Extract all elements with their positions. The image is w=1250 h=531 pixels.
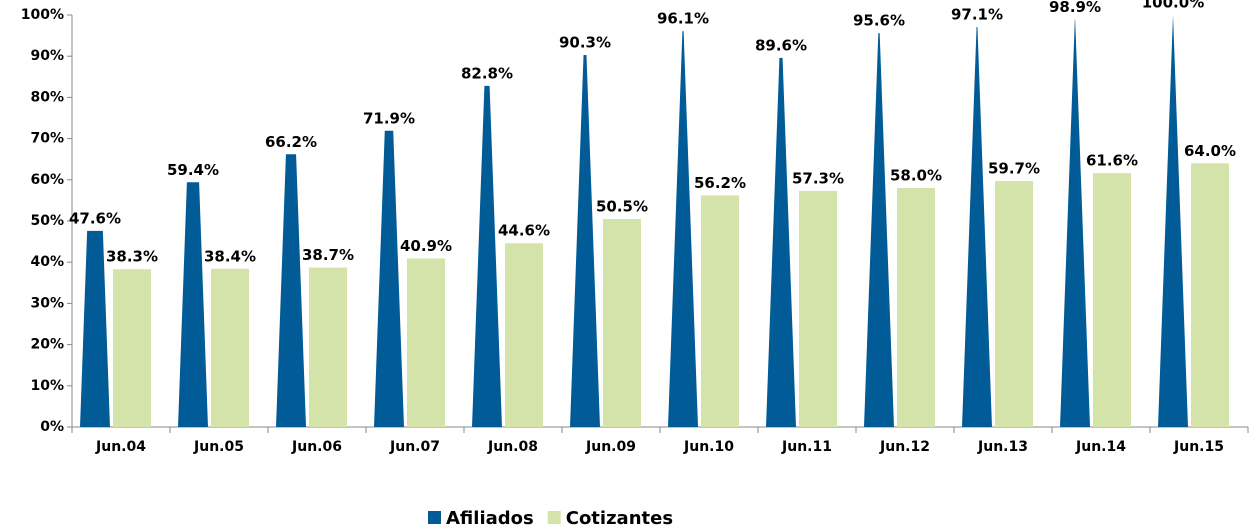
- bar: [1158, 15, 1188, 427]
- bar: [799, 190, 837, 427]
- data-label: 71.9%: [363, 109, 415, 127]
- x-tick-label: Jun.13: [977, 439, 1028, 455]
- bar: [570, 54, 600, 428]
- legend-swatch: [547, 511, 561, 524]
- data-label: 56.2%: [694, 174, 746, 192]
- legend-swatch: [428, 511, 441, 524]
- bar: [505, 243, 543, 427]
- data-label: 82.8%: [461, 64, 513, 82]
- data-label: 38.7%: [302, 246, 354, 264]
- bar: [864, 33, 894, 428]
- y-tick-label: 10%: [30, 378, 64, 394]
- data-label: 47.6%: [69, 209, 121, 227]
- data-label: 96.1%: [657, 10, 709, 28]
- data-label: 95.6%: [853, 12, 905, 30]
- data-label: 61.6%: [1086, 152, 1138, 170]
- data-label: 38.4%: [204, 247, 256, 265]
- legend-label: Afiliados: [446, 508, 534, 529]
- bar: [668, 31, 698, 428]
- bar: [113, 269, 151, 427]
- x-tick-label: Jun.05: [193, 439, 244, 455]
- data-label: 58.0%: [890, 167, 942, 185]
- bar: [701, 195, 739, 427]
- bar: [1060, 19, 1090, 427]
- data-label: 97.1%: [951, 5, 1003, 23]
- y-tick-label: 60%: [30, 172, 64, 188]
- bar: [1093, 173, 1131, 427]
- bar: [80, 230, 110, 427]
- data-label: 40.9%: [400, 237, 452, 255]
- bar: [472, 85, 502, 427]
- data-label: 90.3%: [559, 33, 611, 51]
- data-label: 66.2%: [265, 133, 317, 151]
- x-tick-label: Jun.08: [487, 439, 538, 455]
- data-label: 89.6%: [755, 36, 807, 54]
- bar: [962, 26, 992, 428]
- data-label: 100.0%: [1142, 0, 1204, 12]
- x-tick-label: Jun.09: [585, 439, 636, 455]
- x-tick-label: Jun.14: [1075, 439, 1126, 455]
- bar: [766, 57, 796, 428]
- x-tick-label: Jun.06: [291, 439, 342, 455]
- x-tick-label: Jun.15: [1173, 439, 1224, 455]
- data-label: 98.9%: [1049, 0, 1101, 16]
- y-tick-label: 100%: [21, 7, 64, 23]
- x-tick-label: Jun.11: [781, 439, 832, 455]
- data-label: 38.3%: [106, 248, 158, 266]
- y-tick-label: 40%: [30, 254, 64, 270]
- y-tick-label: 90%: [30, 48, 64, 64]
- bar: [897, 188, 935, 427]
- x-tick-label: Jun.07: [389, 439, 440, 455]
- x-tick-label: Jun.12: [879, 439, 930, 455]
- bar: [407, 258, 445, 427]
- bar: [309, 267, 347, 427]
- y-tick-label: 50%: [30, 213, 64, 229]
- data-label: 57.3%: [792, 169, 844, 187]
- y-tick-label: 80%: [30, 89, 64, 105]
- data-label: 59.4%: [167, 161, 219, 179]
- bar: [211, 268, 249, 427]
- data-label: 44.6%: [498, 222, 550, 240]
- x-tick-label: Jun.04: [95, 439, 146, 455]
- bar: [995, 181, 1033, 427]
- data-label: 50.5%: [596, 197, 648, 215]
- data-label: 64.0%: [1184, 142, 1236, 160]
- y-tick-label: 30%: [30, 295, 64, 311]
- bar: [374, 130, 404, 427]
- y-tick-label: 70%: [30, 131, 64, 147]
- bar: [1191, 163, 1229, 427]
- data-label: 59.7%: [988, 160, 1040, 178]
- bar: [276, 154, 306, 428]
- y-tick-label: 0%: [40, 419, 64, 435]
- y-tick-label: 20%: [30, 337, 64, 353]
- legend-label: Cotizantes: [566, 508, 673, 529]
- x-tick-label: Jun.10: [683, 439, 734, 455]
- bar: [178, 182, 208, 427]
- bar: [603, 218, 641, 427]
